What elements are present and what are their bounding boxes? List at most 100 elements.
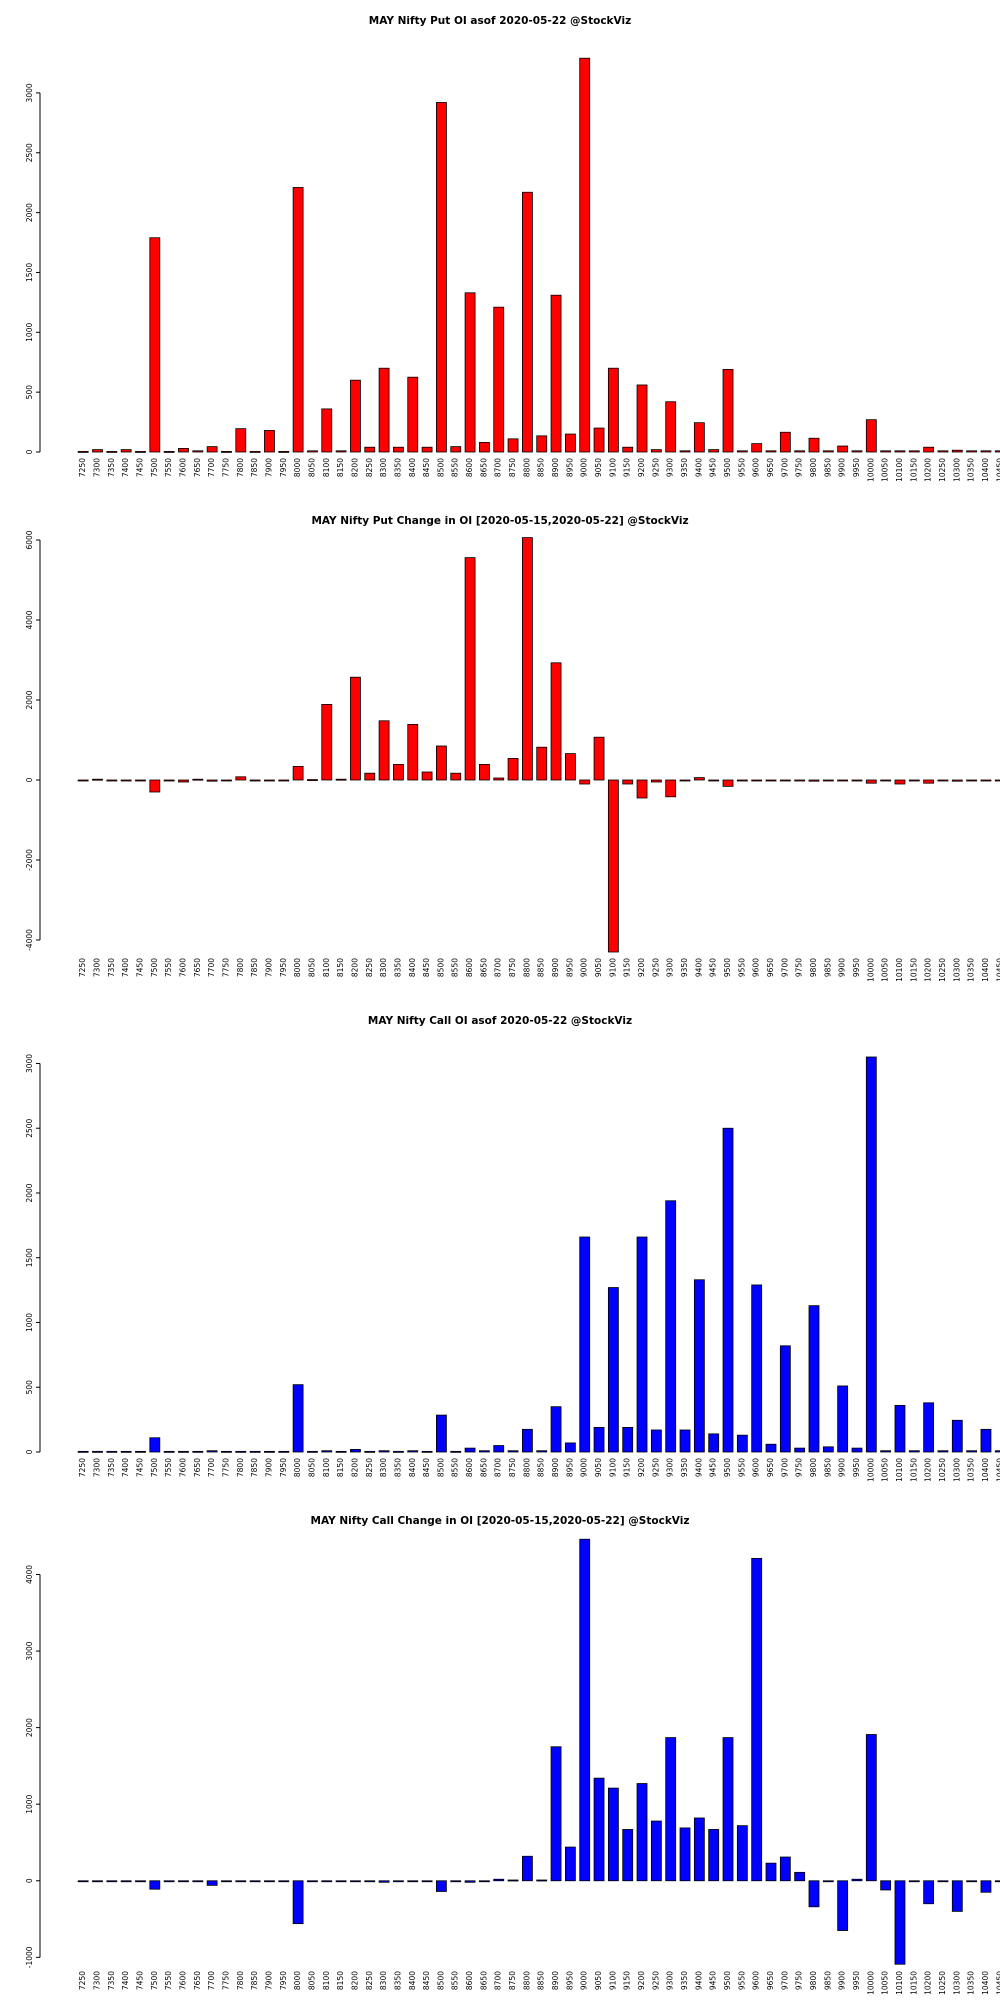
x-tick-label: 10150 xyxy=(909,958,918,982)
x-tick-label: 7500 xyxy=(150,458,159,477)
x-tick-label: 9600 xyxy=(752,1458,761,1477)
x-tick-label: 9150 xyxy=(623,1971,632,1990)
bar-8000 xyxy=(292,1384,304,1453)
x-tick-label: 7500 xyxy=(150,958,159,977)
bar-8800 xyxy=(521,1855,533,1882)
x-tick-label: 8600 xyxy=(465,958,474,977)
x-tick-label: 8250 xyxy=(365,1971,374,1990)
y-tick-label: 0 xyxy=(25,1878,34,1883)
bar-8700 xyxy=(493,306,505,453)
x-tick-label: 9850 xyxy=(823,1458,832,1477)
x-tick-label: 7600 xyxy=(178,958,187,977)
y-tick-label: 0 xyxy=(25,777,34,782)
x-tick-label: 8650 xyxy=(479,458,488,477)
bar-10200 xyxy=(923,446,935,453)
bar-9100 xyxy=(607,779,619,953)
x-tick-label: 10250 xyxy=(938,1971,947,1995)
x-tick-label: 9700 xyxy=(780,1458,789,1477)
bar-8300 xyxy=(378,1880,390,1883)
x-tick-label: 9000 xyxy=(580,1971,589,1990)
bar-9950 xyxy=(851,1447,863,1453)
y-tick-label: 2000 xyxy=(25,1183,34,1202)
x-tick-label: 9400 xyxy=(694,958,703,977)
x-tick-label: 8450 xyxy=(422,1971,431,1990)
y-tick-label: 500 xyxy=(25,1380,34,1395)
x-tick-label: 7900 xyxy=(264,1971,273,1990)
bar-9750 xyxy=(794,450,806,453)
bar-9500 xyxy=(722,1127,734,1453)
x-tick-label: 7400 xyxy=(121,458,130,477)
bar-8000 xyxy=(292,765,304,781)
x-tick-label: 9800 xyxy=(809,1458,818,1477)
x-tick-label: 7750 xyxy=(221,1458,230,1477)
x-tick-label: 9850 xyxy=(823,958,832,977)
bar-8950 xyxy=(564,1846,576,1882)
bar-9750 xyxy=(794,1871,806,1882)
bar-8700 xyxy=(493,777,505,781)
x-tick-label: 8150 xyxy=(336,958,345,977)
bar-8600 xyxy=(464,557,476,781)
x-tick-label: 10150 xyxy=(909,1971,918,1995)
bar-9700 xyxy=(779,1345,791,1453)
x-tick-label: 9350 xyxy=(680,1971,689,1990)
bar-8100 xyxy=(321,1880,333,1883)
x-tick-label: 7950 xyxy=(279,958,288,977)
x-tick-label: 7850 xyxy=(250,1458,259,1477)
x-tick-label: 7700 xyxy=(207,458,216,477)
x-tick-label: 10200 xyxy=(924,958,933,982)
bar-8250 xyxy=(364,1880,376,1883)
x-tick-label: 8700 xyxy=(494,1971,503,1990)
x-tick-label: 10050 xyxy=(881,1971,890,1995)
bar-7400 xyxy=(120,449,132,453)
x-tick-label: 9050 xyxy=(594,958,603,977)
x-tick-label: 8300 xyxy=(379,458,388,477)
bar-9250 xyxy=(650,449,662,453)
x-tick-label: 8850 xyxy=(537,458,546,477)
bar-9550 xyxy=(736,1434,748,1453)
x-tick-label: 9300 xyxy=(666,1971,675,1990)
x-tick-label: 9450 xyxy=(709,958,718,977)
x-tick-label: 9900 xyxy=(838,958,847,977)
bar-9350 xyxy=(679,450,691,453)
x-tick-label: 9050 xyxy=(594,1458,603,1477)
bar-8650 xyxy=(479,1880,490,1883)
bar-9150 xyxy=(622,779,634,785)
x-tick-label: 8950 xyxy=(565,458,574,477)
x-tick-label: 9700 xyxy=(780,1971,789,1990)
x-tick-label: 9650 xyxy=(766,458,775,477)
x-tick-label: 8900 xyxy=(551,458,560,477)
bar-10050 xyxy=(880,1450,892,1453)
x-tick-label: 7650 xyxy=(193,1458,202,1477)
x-tick-label: 8450 xyxy=(422,1458,431,1477)
x-tick-label: 10150 xyxy=(909,1458,918,1482)
bar-8500 xyxy=(436,1414,447,1453)
bar-7800 xyxy=(235,776,247,781)
bar-9950 xyxy=(851,1878,863,1882)
bar-8150 xyxy=(335,1450,347,1453)
bar-7600 xyxy=(178,1880,189,1883)
bar-9150 xyxy=(622,1829,634,1882)
x-tick-label: 7250 xyxy=(78,1971,87,1990)
x-tick-label: 9200 xyxy=(637,958,646,977)
chart-title: MAY Nifty Put OI asof 2020-05-22 @StockV… xyxy=(369,15,631,27)
y-tick-label: 1500 xyxy=(25,263,34,282)
x-tick-label: 7900 xyxy=(264,958,273,977)
x-tick-label: 8650 xyxy=(479,1971,488,1990)
x-tick-label: 7450 xyxy=(135,1971,144,1990)
bar-10000 xyxy=(865,1734,877,1882)
bar-8700 xyxy=(493,1878,505,1882)
x-tick-label: 8650 xyxy=(479,958,488,977)
x-tick-label: 8300 xyxy=(379,1458,388,1477)
x-tick-label: 9900 xyxy=(838,1971,847,1990)
x-tick-label: 8950 xyxy=(565,1458,574,1477)
x-tick-label: 8350 xyxy=(393,1458,402,1477)
x-tick-label: 8350 xyxy=(393,958,402,977)
y-tick-label: 2500 xyxy=(25,1118,34,1137)
x-tick-label: 8350 xyxy=(393,458,402,477)
bar-8700 xyxy=(493,1445,505,1453)
put-oi-change-panel: MAY Nifty Put Change in OI [2020-05-15,2… xyxy=(0,500,1000,1000)
bar-8900 xyxy=(550,1746,562,1882)
x-tick-label: 8250 xyxy=(365,958,374,977)
bar-9800 xyxy=(808,437,820,453)
bar-7400 xyxy=(120,1450,132,1453)
